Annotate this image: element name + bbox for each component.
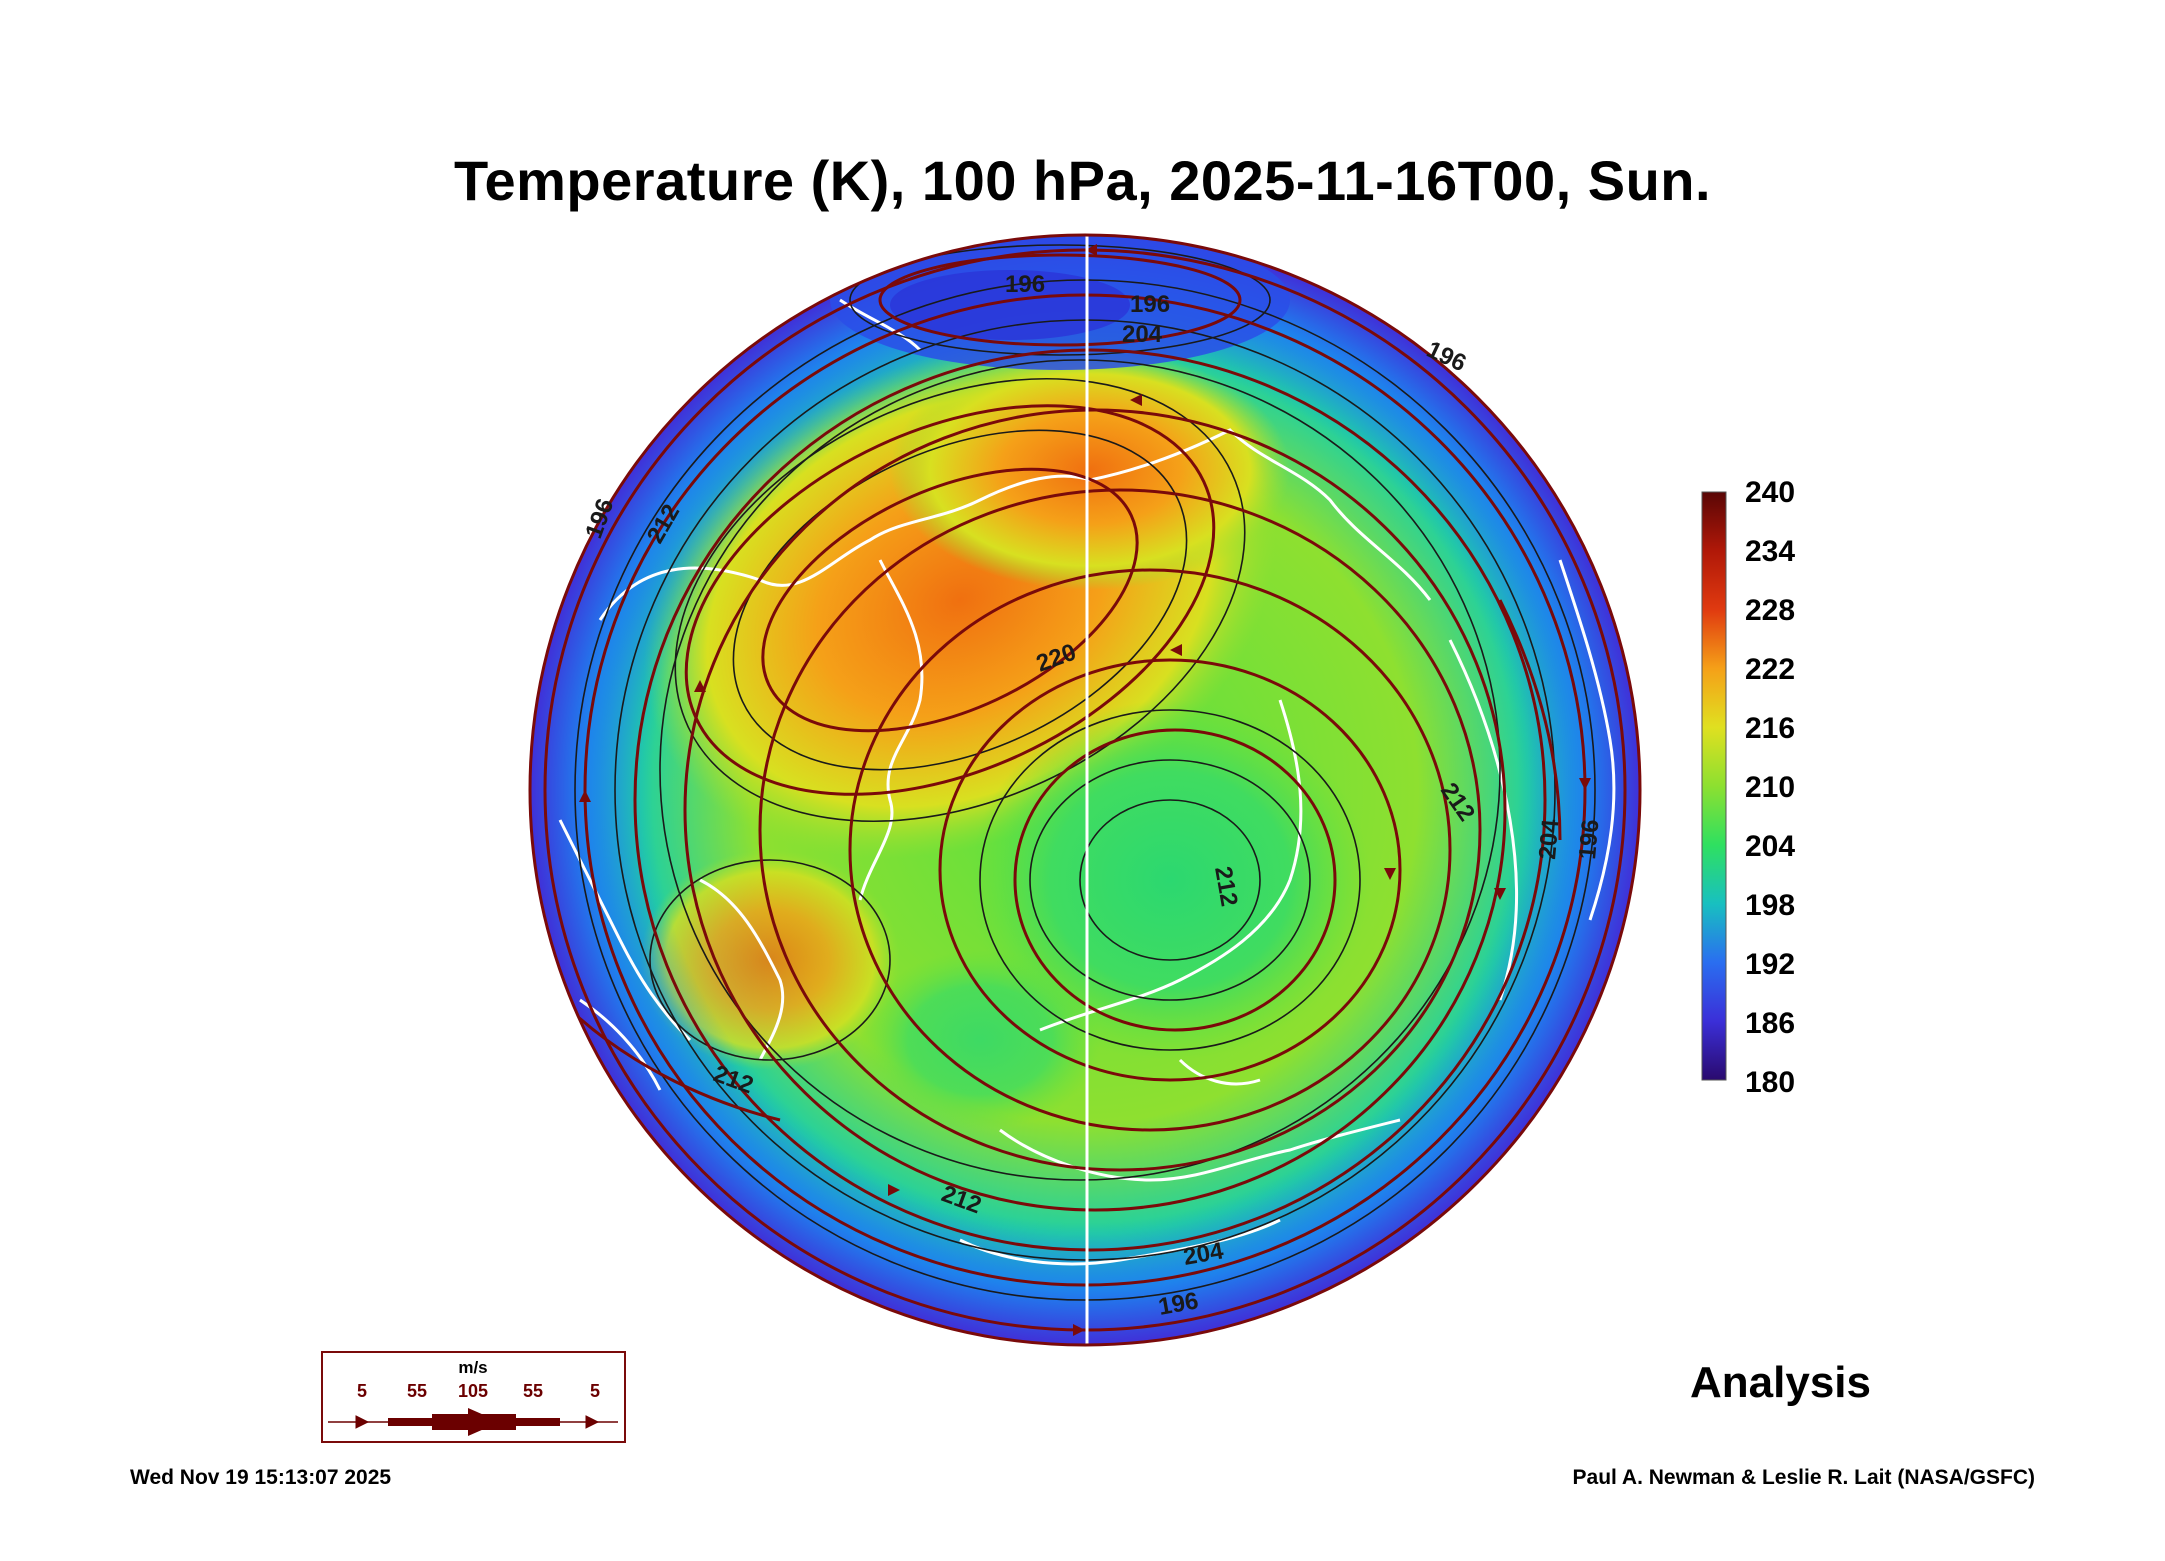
colorbar-tick-label: 228	[1745, 594, 1795, 627]
colorbar-tick-label: 186	[1745, 1007, 1795, 1040]
colorbar-tick-label: 180	[1745, 1066, 1795, 1099]
colorbar-tick-label: 222	[1745, 653, 1795, 686]
timestamp: Wed Nov 19 15:13:07 2025	[130, 1466, 392, 1489]
colorbar-tick-label: 216	[1745, 712, 1795, 745]
wind-value-label: 5	[357, 1381, 367, 1401]
temperature-field	[530, 235, 1640, 1345]
contour-label: 204	[1534, 818, 1564, 861]
wind-legend: m/s 5 55 105 55 5	[321, 1351, 626, 1443]
wind-value-label: 105	[458, 1381, 488, 1401]
contour-label: 196	[1574, 818, 1604, 860]
coastlines	[558, 298, 1616, 1266]
colorbar-ticks: 240 234 228 222 216 210 204 198 192 186 …	[1745, 476, 1795, 1099]
colorbar: 240 234 228 222 216 210 204 198 192 186 …	[1701, 476, 1795, 1099]
colorbar-tick-label: 198	[1745, 889, 1795, 922]
wind-value-label: 5	[590, 1381, 600, 1401]
globe-outline	[528, 233, 1642, 1347]
colorbar-tick-label: 192	[1745, 948, 1795, 981]
contour-label: 196	[1130, 291, 1170, 318]
colorbar-tick-label: 204	[1745, 830, 1795, 863]
credit-line: Paul A. Newman & Leslie R. Lait (NASA/GS…	[1572, 1466, 2035, 1489]
colorbar-tick-label: 210	[1745, 771, 1795, 804]
map-title: Temperature (K), 100 hPa, 2025-11-16T00,…	[453, 149, 1712, 212]
streamline-arrows	[579, 244, 1591, 1336]
wind-unit-label: m/s	[458, 1358, 487, 1377]
colorbar-gradient	[1701, 491, 1727, 1081]
temperature-contours	[574, 244, 1596, 1301]
wind-value-label: 55	[523, 1381, 543, 1401]
contour-label: 204	[1122, 321, 1163, 348]
colorbar-tick-label: 240	[1745, 476, 1795, 509]
colorbar-tick-label: 234	[1745, 535, 1795, 568]
wind-scale-arrow	[328, 1408, 618, 1436]
wind-value-label: 55	[407, 1381, 427, 1401]
analysis-label: Analysis	[1690, 1358, 1871, 1407]
contour-label: 196	[1005, 271, 1045, 298]
